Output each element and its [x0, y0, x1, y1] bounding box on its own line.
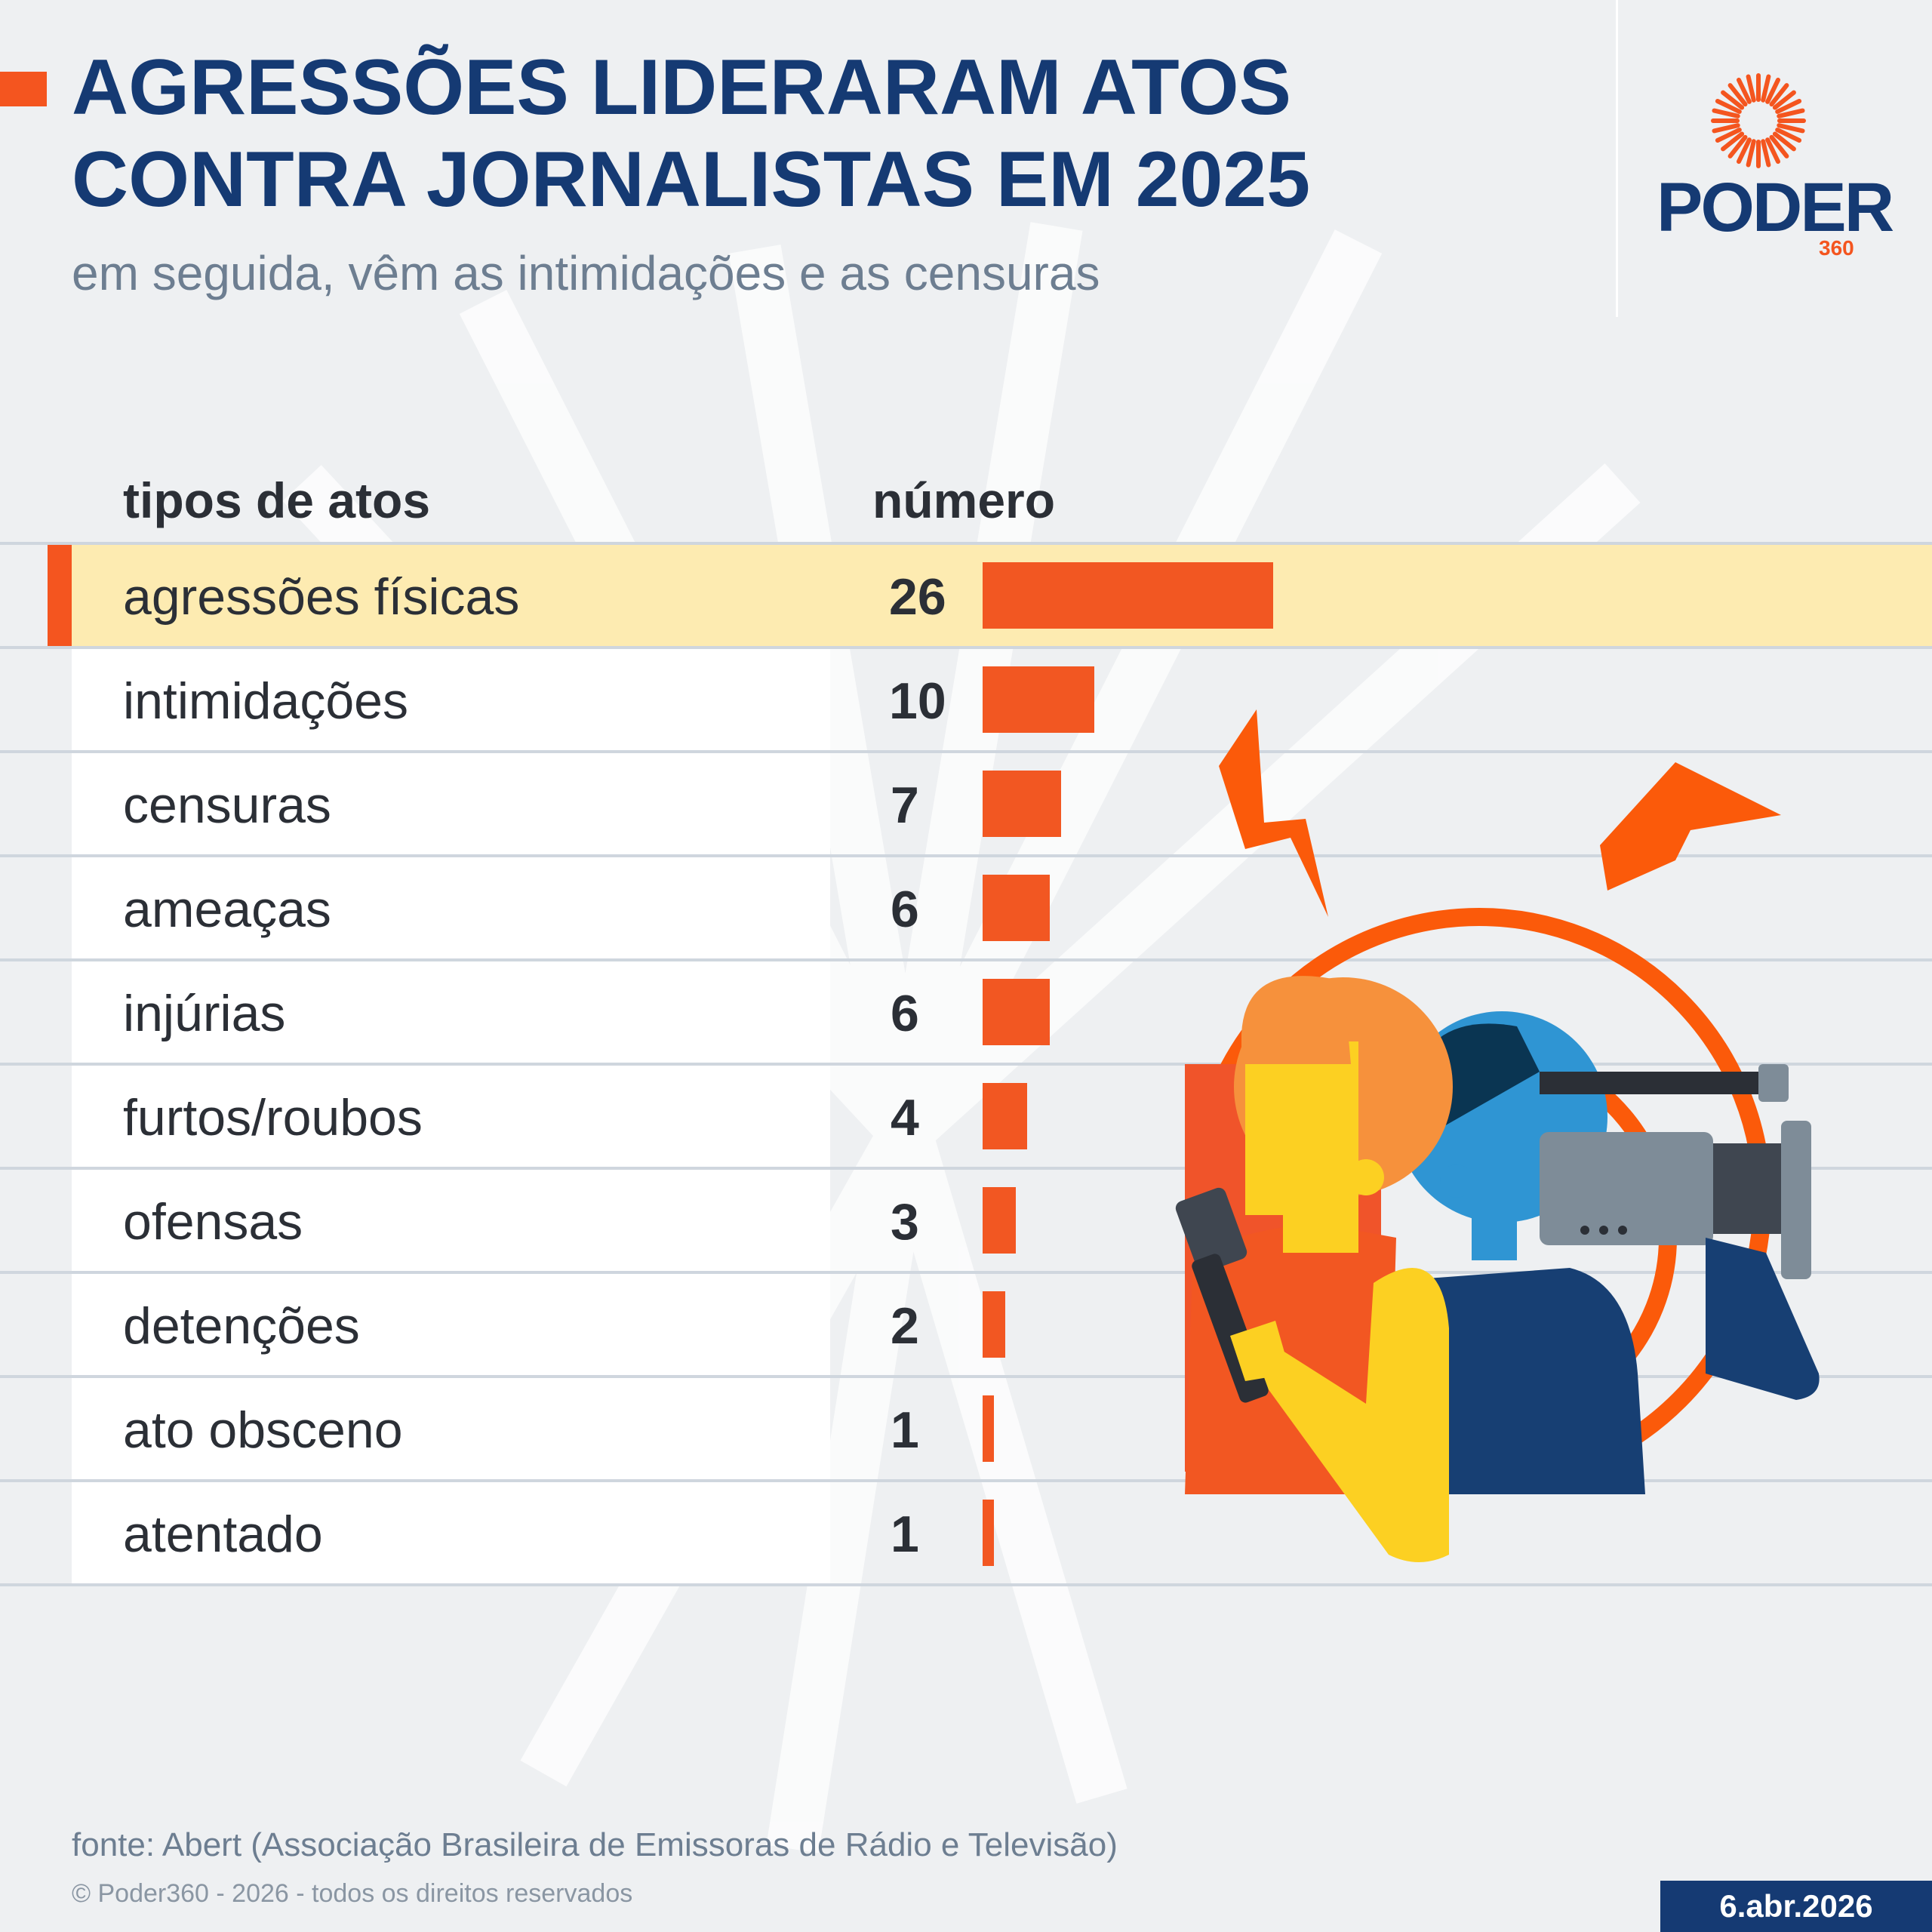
value-label: 2: [891, 1297, 919, 1355]
row-divider: [0, 1167, 1932, 1170]
sun-ray: [1721, 90, 1745, 110]
table-row: ato obsceno: [72, 1378, 830, 1479]
sun-ray: [1746, 139, 1756, 168]
page-title: AGRESSÕES LIDERARAM ATOS CONTRA JORNALIS…: [72, 44, 1311, 223]
value-label: 4: [891, 1089, 919, 1146]
row-divider: [0, 1271, 1932, 1274]
data-bar: [983, 666, 1095, 733]
logo-wordmark: PODER: [1657, 169, 1894, 246]
category-label: injúrias: [123, 985, 286, 1042]
sun-icon: [1711, 73, 1806, 168]
value-label: 6: [891, 881, 919, 938]
row-divider: [0, 1375, 1932, 1378]
category-label: atentado: [123, 1506, 323, 1563]
category-label: ameaças: [123, 881, 331, 938]
value-label: 10: [889, 672, 946, 730]
category-label: intimidações: [123, 672, 408, 730]
row-divider: [0, 1583, 1932, 1586]
sun-ray: [1777, 108, 1805, 118]
sun-ray: [1737, 77, 1752, 104]
value-label: 1: [891, 1506, 919, 1563]
header-divider: [1616, 0, 1618, 317]
logo-number: 360: [1819, 236, 1854, 260]
sun-ray: [1715, 128, 1742, 143]
data-bar: [983, 1291, 1005, 1358]
table-row: atentado: [72, 1482, 830, 1583]
table-row: furtos/roubos: [72, 1066, 830, 1167]
row-divider: [0, 958, 1932, 961]
data-bar: [983, 1500, 994, 1566]
row-divider: [0, 1063, 1932, 1066]
table-row: intimidações: [72, 649, 830, 750]
column-header-types: tipos de atos: [123, 472, 431, 528]
data-bar: [983, 875, 1050, 941]
sun-ray: [1772, 90, 1796, 110]
sun-ray: [1737, 137, 1752, 165]
sun-ray: [1721, 131, 1745, 152]
sun-ray: [1772, 131, 1796, 152]
sun-ray: [1727, 134, 1748, 158]
sun-ray: [1765, 77, 1780, 104]
category-label: ofensas: [123, 1193, 303, 1251]
journalists-illustration: [1175, 709, 1820, 1562]
table-row: censuras: [72, 753, 830, 854]
sun-ray: [1777, 123, 1805, 134]
poder360-logo: PODER 360: [1657, 72, 1894, 268]
category-label: detenções: [123, 1297, 360, 1355]
table-row: ofensas: [72, 1170, 830, 1271]
value-label: 6: [891, 985, 919, 1042]
value-label: 3: [891, 1193, 919, 1251]
row-divider: [0, 542, 1932, 545]
sun-ray: [1775, 128, 1802, 143]
sun-ray: [1715, 99, 1742, 114]
column-header-number: número: [872, 472, 1056, 528]
publish-date: 6.abr.2026: [1660, 1881, 1932, 1932]
value-label: 26: [889, 568, 946, 626]
row-divider: [0, 1479, 1932, 1482]
data-bar: [983, 771, 1061, 837]
sun-ray: [1712, 108, 1740, 118]
category-label: furtos/roubos: [123, 1089, 423, 1146]
highlight-accent: [48, 545, 72, 646]
data-bar: [983, 1083, 1028, 1149]
table-row: injúrias: [72, 961, 830, 1063]
sun-ray: [1769, 134, 1789, 158]
data-bar: [983, 979, 1050, 1045]
row-divider: [0, 750, 1932, 753]
sun-ray: [1775, 99, 1802, 114]
table-row: ameaças: [72, 857, 830, 958]
sun-ray: [1746, 74, 1756, 103]
sun-ray: [1769, 83, 1789, 107]
row-divider: [0, 646, 1932, 649]
title-accent-bar: [0, 72, 47, 106]
row-divider: [0, 854, 1932, 857]
sun-ray: [1761, 139, 1771, 168]
table-row: detenções: [72, 1274, 830, 1375]
category-label: agressões físicas: [123, 568, 520, 626]
value-label: 7: [891, 777, 919, 834]
sun-ray: [1761, 74, 1771, 103]
value-label: 1: [891, 1401, 919, 1459]
source-note: fonte: Abert (Associação Brasileira de E…: [72, 1826, 1118, 1863]
data-bar: [983, 1395, 994, 1462]
sun-ray: [1727, 83, 1748, 107]
sun-ray: [1712, 123, 1740, 134]
data-bar: [983, 1187, 1017, 1254]
copyright-note: © Poder360 - 2026 - todos os direitos re…: [72, 1879, 633, 1908]
sun-ray: [1765, 137, 1780, 165]
category-label: ato obsceno: [123, 1401, 403, 1459]
page-subtitle: em seguida, vêm as intimidações e as cen…: [72, 246, 1100, 300]
data-bar: [983, 562, 1273, 629]
category-label: censuras: [123, 777, 331, 834]
